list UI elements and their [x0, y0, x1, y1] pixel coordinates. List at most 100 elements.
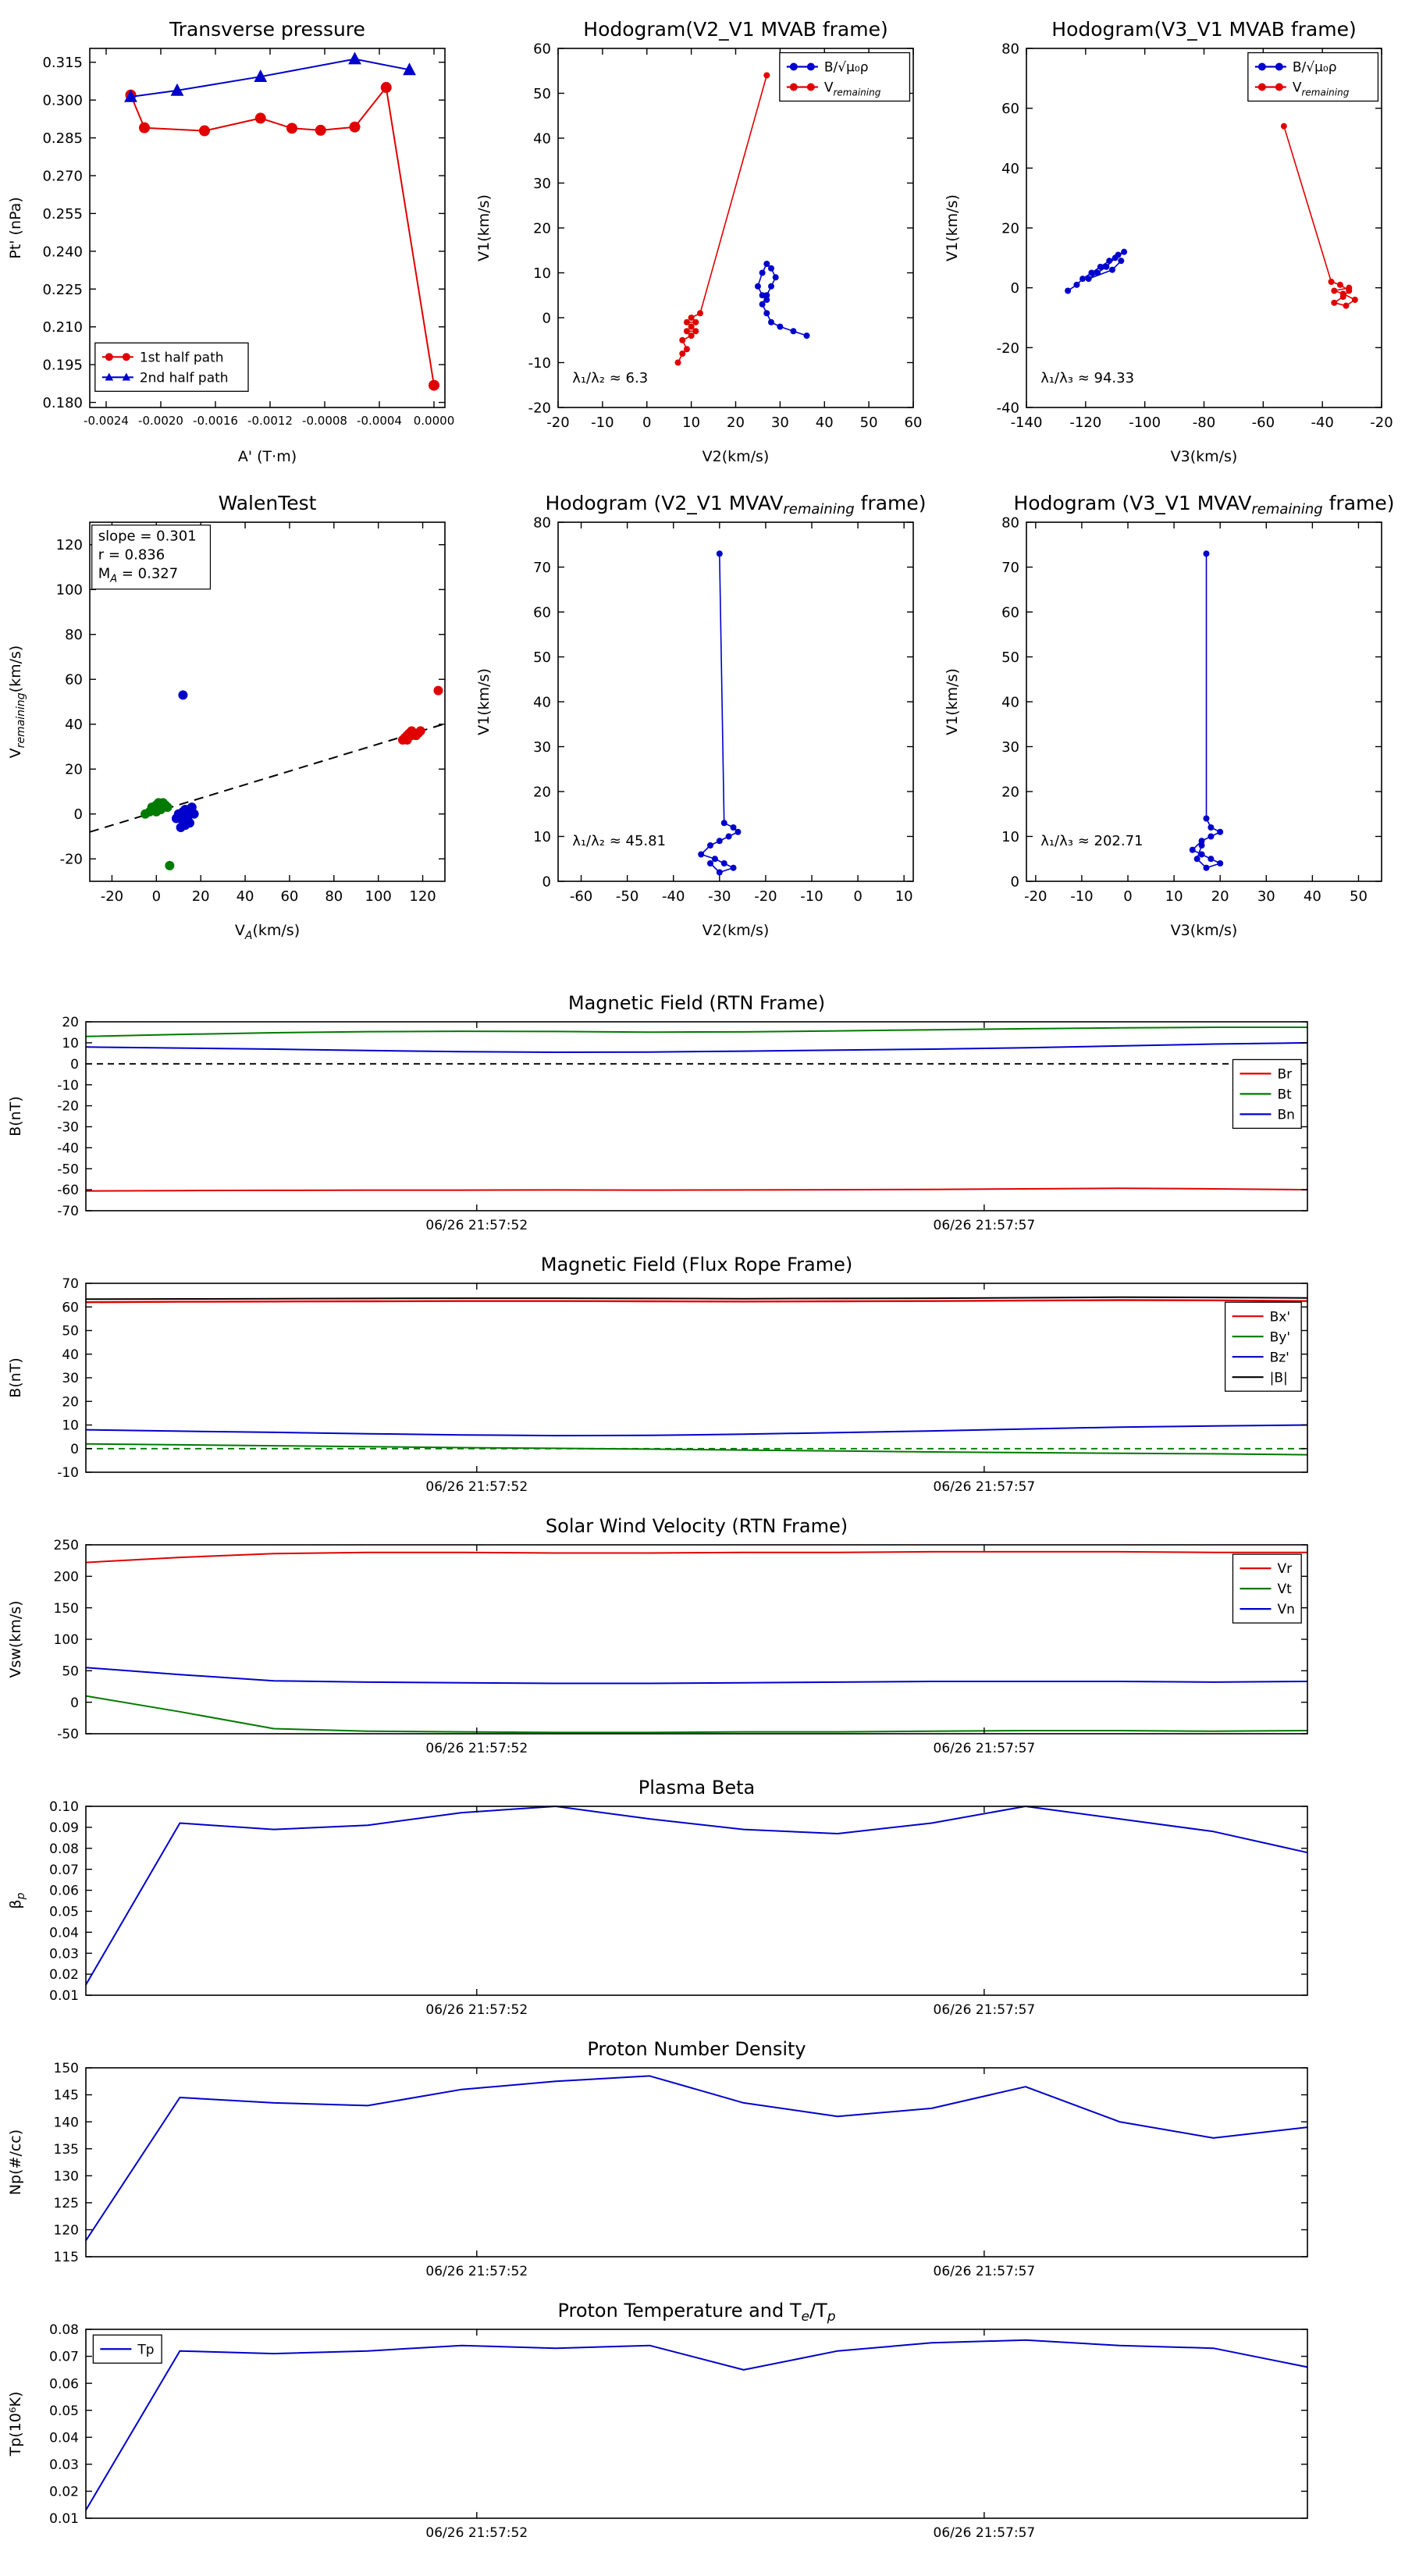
y-tick-label: 0.04 [49, 1925, 79, 1941]
legend-label: B/√μ₀ρ [1293, 60, 1337, 76]
y-axis-label: Tp(10⁶K) [7, 2392, 24, 2457]
legend-label: Vremaining [824, 80, 881, 98]
point-marker [1203, 864, 1210, 871]
x-tick-label: -10 [591, 415, 614, 431]
x-tick-label: -20 [546, 415, 569, 431]
y-tick-label: 70 [1001, 560, 1019, 576]
panel-hodogram-v3v1-mvab: -140 -120 -100 -80 -60 -40 -20 -40 -20 0 20 40 60 80 H… [937, 9, 1405, 474]
x-tick-label: -10 [800, 888, 823, 905]
y-tick-label: 50 [62, 1663, 79, 1679]
point-marker [1343, 302, 1350, 309]
y-tick-label: 10 [62, 1036, 79, 1051]
point-marker [768, 318, 774, 326]
legend-label: By' [1270, 1329, 1290, 1345]
point-marker [1065, 287, 1072, 294]
legend-label: Tp [137, 2342, 154, 2357]
plot-proton-temperature: 06/26 21:57:52 06/26 21:57:57 0.01 0.02 0.03… [7, 2300, 1308, 2541]
y-tick-label: 50 [62, 1324, 79, 1340]
x-tick-label: 120 [409, 888, 436, 905]
y-tick-label: 0.09 [49, 1820, 79, 1836]
x-tick-label: -140 [1011, 415, 1043, 431]
plot-vsw-rtn: 06/26 21:57:52 06/26 21:57:57 -50 0 50 100 150… [7, 1515, 1308, 1756]
legend: B/√μ₀ρ Vremaining [1247, 52, 1379, 102]
series-last-segment [397, 685, 443, 745]
panel-title: Hodogram (V2_V1 MVAVremaining frame) [545, 492, 926, 518]
y-tick-label: 0.10 [49, 1799, 79, 1815]
x-tick-label: 40 [816, 415, 834, 431]
row-gap [0, 474, 1405, 483]
y-tick-label: 10 [1001, 829, 1019, 845]
series-layer [1189, 550, 1224, 871]
x-tick-label: -30 [708, 888, 731, 905]
point-marker [402, 735, 412, 745]
y-tick-label: 0 [542, 873, 551, 890]
legend-label: Bt [1277, 1087, 1292, 1103]
point-marker [1198, 851, 1205, 858]
y-axis-label: V1(km/s) [944, 668, 961, 735]
point-marker [679, 336, 686, 343]
y-tick-label: 0 [542, 310, 551, 326]
y-axis-label: V1(km/s) [475, 194, 493, 262]
x-tick-label: 0.0000 [414, 414, 455, 428]
series-2nd-half-path [124, 52, 416, 102]
annotation: λ₁/λ₂ ≈ 6.3 [572, 370, 648, 386]
x-tick-label: 10 [1165, 888, 1183, 905]
point-marker [735, 828, 742, 835]
point-marker [1189, 846, 1196, 853]
point-marker [349, 121, 361, 133]
panel-title: WalenTest [219, 492, 317, 514]
x-tick-label: 06/26 21:57:57 [934, 1218, 1036, 1233]
axes: -20 -10 0 10 20 30 40 50 60 -20 -10 0 10 20 30 40 50 60 [528, 41, 923, 431]
x-tick-label: -20 [1370, 415, 1393, 431]
y-tick-label: -20 [57, 1099, 79, 1115]
point-marker [688, 333, 695, 339]
panel-title: Plasma Beta [638, 1777, 755, 1799]
point-marker [178, 690, 188, 700]
triangle-marker [122, 372, 131, 381]
point-marker [1346, 284, 1353, 291]
series-layer [124, 52, 439, 391]
legend: B/√μ₀ρ Vremaining [779, 52, 911, 102]
y-tick-label: 30 [533, 176, 551, 192]
plot-mag-fluxrope: 06/26 21:57:52 06/26 21:57:57 -10 0 10 20 30 40… [7, 1254, 1308, 1495]
y-tick-label: 0.300 [42, 93, 83, 109]
point-marker [768, 283, 774, 290]
point-marker [1217, 860, 1224, 866]
x-tick-label: -20 [101, 888, 123, 905]
point-marker [763, 292, 770, 299]
y-tick-label: 150 [54, 2061, 79, 2076]
y-tick-label: 0.02 [49, 1967, 79, 1983]
y-tick-label: 0.180 [42, 395, 83, 411]
x-tick-label: 30 [1257, 888, 1275, 905]
x-axis-label: V3(km/s) [1171, 922, 1238, 939]
axes: 06/26 21:57:52 06/26 21:57:57 0.01 0.02 0.03… [49, 1799, 1308, 2018]
mag-fluxrope-chart: 06/26 21:57:52 06/26 21:57:57 -10 0 10 20 30 40… [7, 1254, 1308, 1495]
y-tick-label: 100 [54, 1632, 79, 1648]
point-marker [768, 265, 774, 272]
y-tick-label: 115 [54, 2250, 79, 2265]
point-marker [806, 83, 815, 91]
point-marker [1336, 281, 1343, 288]
series-vremaining [674, 72, 770, 366]
x-tick-label: 06/26 21:57:52 [425, 2002, 528, 2018]
x-tick-label: 100 [365, 888, 392, 905]
plot-proton-density: 06/26 21:57:52 06/26 21:57:57 115 120 125 130… [7, 2038, 1308, 2279]
y-axis-label: Vsw(km/s) [7, 1600, 24, 1678]
annotation: λ₁/λ₃ ≈ 202.71 [1040, 833, 1143, 849]
legend: Bx' By' Bz' |B| [1224, 1301, 1302, 1392]
y-tick-label: 0.01 [49, 1988, 79, 2004]
annotation-text: λ₁/λ₂ ≈ 6.3 [572, 370, 648, 386]
panel-mag-rtn: 06/26 21:57:52 06/26 21:57:57 -70 -60 -50 -40… [0, 987, 1405, 1248]
x-tick-label: 0 [152, 888, 161, 905]
point-marker [1217, 828, 1224, 835]
point-marker [1275, 83, 1283, 91]
x-tick-label: 60 [280, 888, 298, 905]
panel-row-1: -0.0024 -0.0020 -0.0016 -0.0012 -0.0008 -0.00… [0, 9, 1405, 474]
y-tick-label: -10 [528, 355, 551, 372]
plot-transverse-pressure: -0.0024 -0.0020 -0.0016 -0.0012 -0.0008 -0.00… [7, 18, 454, 465]
y-tick-label: 50 [533, 86, 551, 102]
legend-label: Bz' [1270, 1350, 1289, 1365]
y-tick-label: 60 [65, 672, 83, 688]
axes: -60 -50 -40 -30 -20 -10 0 10 0 10 20 30 40 50 60 70 80 [533, 514, 914, 905]
y-tick-label: 40 [533, 130, 551, 147]
